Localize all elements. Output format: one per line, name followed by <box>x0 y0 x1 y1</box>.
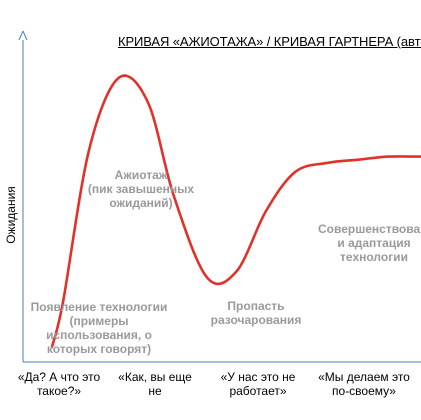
x-category-line: не <box>148 384 162 398</box>
phase-label-line: (примеры <box>69 314 129 328</box>
x-category-line: «Как, вы еще <box>118 370 192 384</box>
phase-label-trough: Пропасть разочарования <box>200 299 312 327</box>
x-category-line: «Да? А что это <box>17 370 101 384</box>
phase-label-line: технологии <box>340 250 408 264</box>
x-category-line: по-своему» <box>332 384 396 398</box>
x-category-line: такое?» <box>36 384 82 398</box>
chart-title: КРИВАЯ «АЖИОТАЖА» / КРИВАЯ ГАРТНЕРА (авт… <box>118 34 421 49</box>
phase-label-line: которых говорят) <box>46 342 152 356</box>
phase-label-line: Совершенствование <box>318 222 421 236</box>
x-category-1: «Да? А что это такое?» <box>6 370 112 398</box>
phase-label-line: Появление технологии <box>30 300 168 314</box>
x-category-line: «У нас это не <box>220 370 296 384</box>
phase-label-plateau: Совершенствование и адаптация технологии <box>318 222 421 264</box>
phase-label-line: ожиданий) <box>109 196 173 210</box>
x-category-2: «Как, вы еще не <box>105 370 205 398</box>
x-category-4: «Мы делаем это по-своему» <box>307 370 421 398</box>
x-category-line: работает» <box>229 384 287 398</box>
phase-label-line: разочарования <box>210 313 302 327</box>
phase-label-line: Пропасть <box>227 299 285 313</box>
phase-label-line: Ажиотаж <box>114 168 168 182</box>
hype-curve-line <box>50 74 421 349</box>
phase-label-line: и адаптация <box>337 236 411 250</box>
phase-label-technology-trigger: Появление технологии (примеры использова… <box>18 300 180 356</box>
phase-label-line: (пик завышенных <box>87 182 195 196</box>
y-axis-label: Ожидания <box>4 186 18 244</box>
phase-label-line: использования, о <box>46 328 152 342</box>
phase-label-peak: Ажиотаж (пик завышенных ожиданий) <box>78 168 204 210</box>
x-category-3: «У нас это не работает» <box>205 370 311 398</box>
x-category-line: «Мы делаем это <box>318 370 410 384</box>
